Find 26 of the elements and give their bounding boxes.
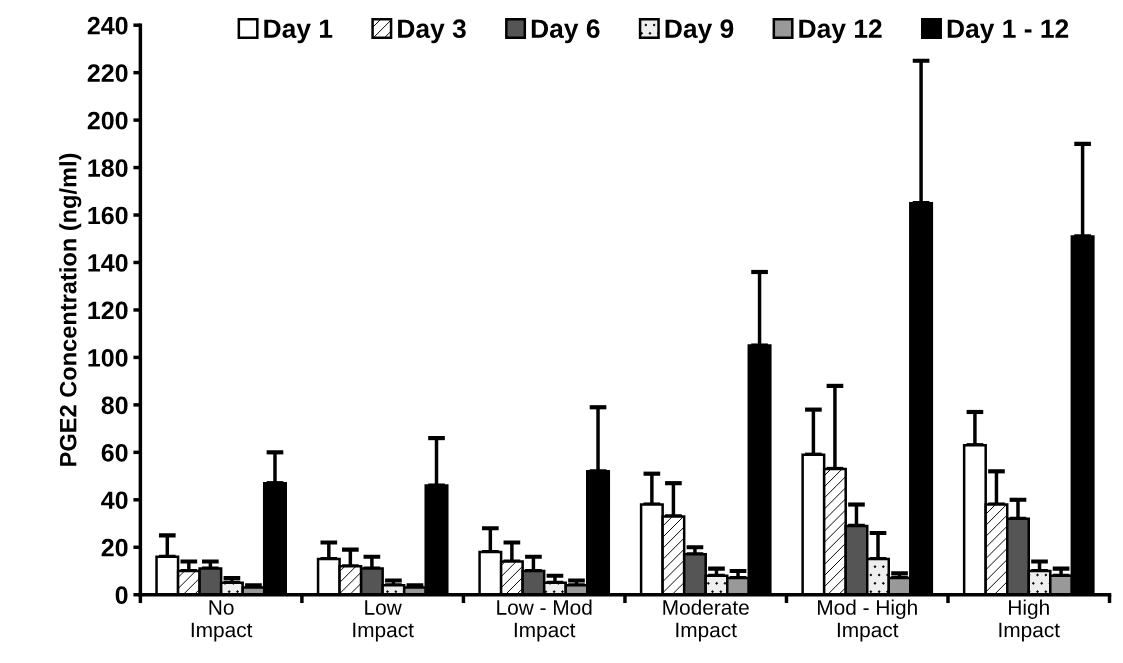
y-axis-title: PGE2 Concentration (ng/ml) — [59, 153, 82, 466]
y-tick-label: 200 — [87, 111, 128, 130]
legend-label: Day 3 — [398, 19, 466, 44]
x-tick-label: Mod - High Impact — [818, 599, 917, 642]
legend-label: Day 9 — [665, 19, 734, 44]
y-tick-label: 120 — [88, 301, 128, 320]
y-tick-label: 180 — [88, 159, 128, 177]
y-tick-label: 100 — [88, 349, 128, 367]
legend-label: Day 12 — [799, 19, 882, 44]
legend-label: Day 1 — [264, 19, 333, 44]
y-tick-label: 40 — [101, 491, 128, 510]
y-tick-label: 240 — [87, 16, 128, 35]
legend-label: Day 1 - 12 — [947, 19, 1069, 44]
x-tick-label: Low Impact — [353, 600, 414, 642]
y-tick-label: 20 — [101, 538, 128, 557]
y-tick-label: 60 — [101, 443, 128, 462]
y-tick-label: 80 — [101, 396, 128, 415]
x-tick-label: High Impact — [999, 599, 1060, 642]
legend-label: Day 6 — [531, 19, 600, 44]
y-tick-label: 160 — [88, 206, 128, 225]
x-tick-label: Low - Mod Impact — [497, 599, 592, 642]
x-tick-label: Moderate Impact — [663, 599, 749, 642]
x-tick-label: No Impact — [191, 600, 253, 642]
y-tick-label: 220 — [87, 64, 128, 82]
y-tick-label: 140 — [88, 254, 128, 272]
y-tick-label: 0 — [115, 586, 128, 605]
